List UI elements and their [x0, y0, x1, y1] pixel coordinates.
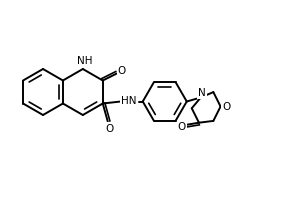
Text: O: O [106, 124, 114, 134]
Text: O: O [178, 122, 186, 132]
Text: O: O [222, 102, 231, 112]
Text: NH: NH [77, 56, 93, 66]
Text: HN: HN [121, 96, 136, 106]
Text: N: N [198, 88, 206, 98]
Text: O: O [118, 66, 126, 76]
